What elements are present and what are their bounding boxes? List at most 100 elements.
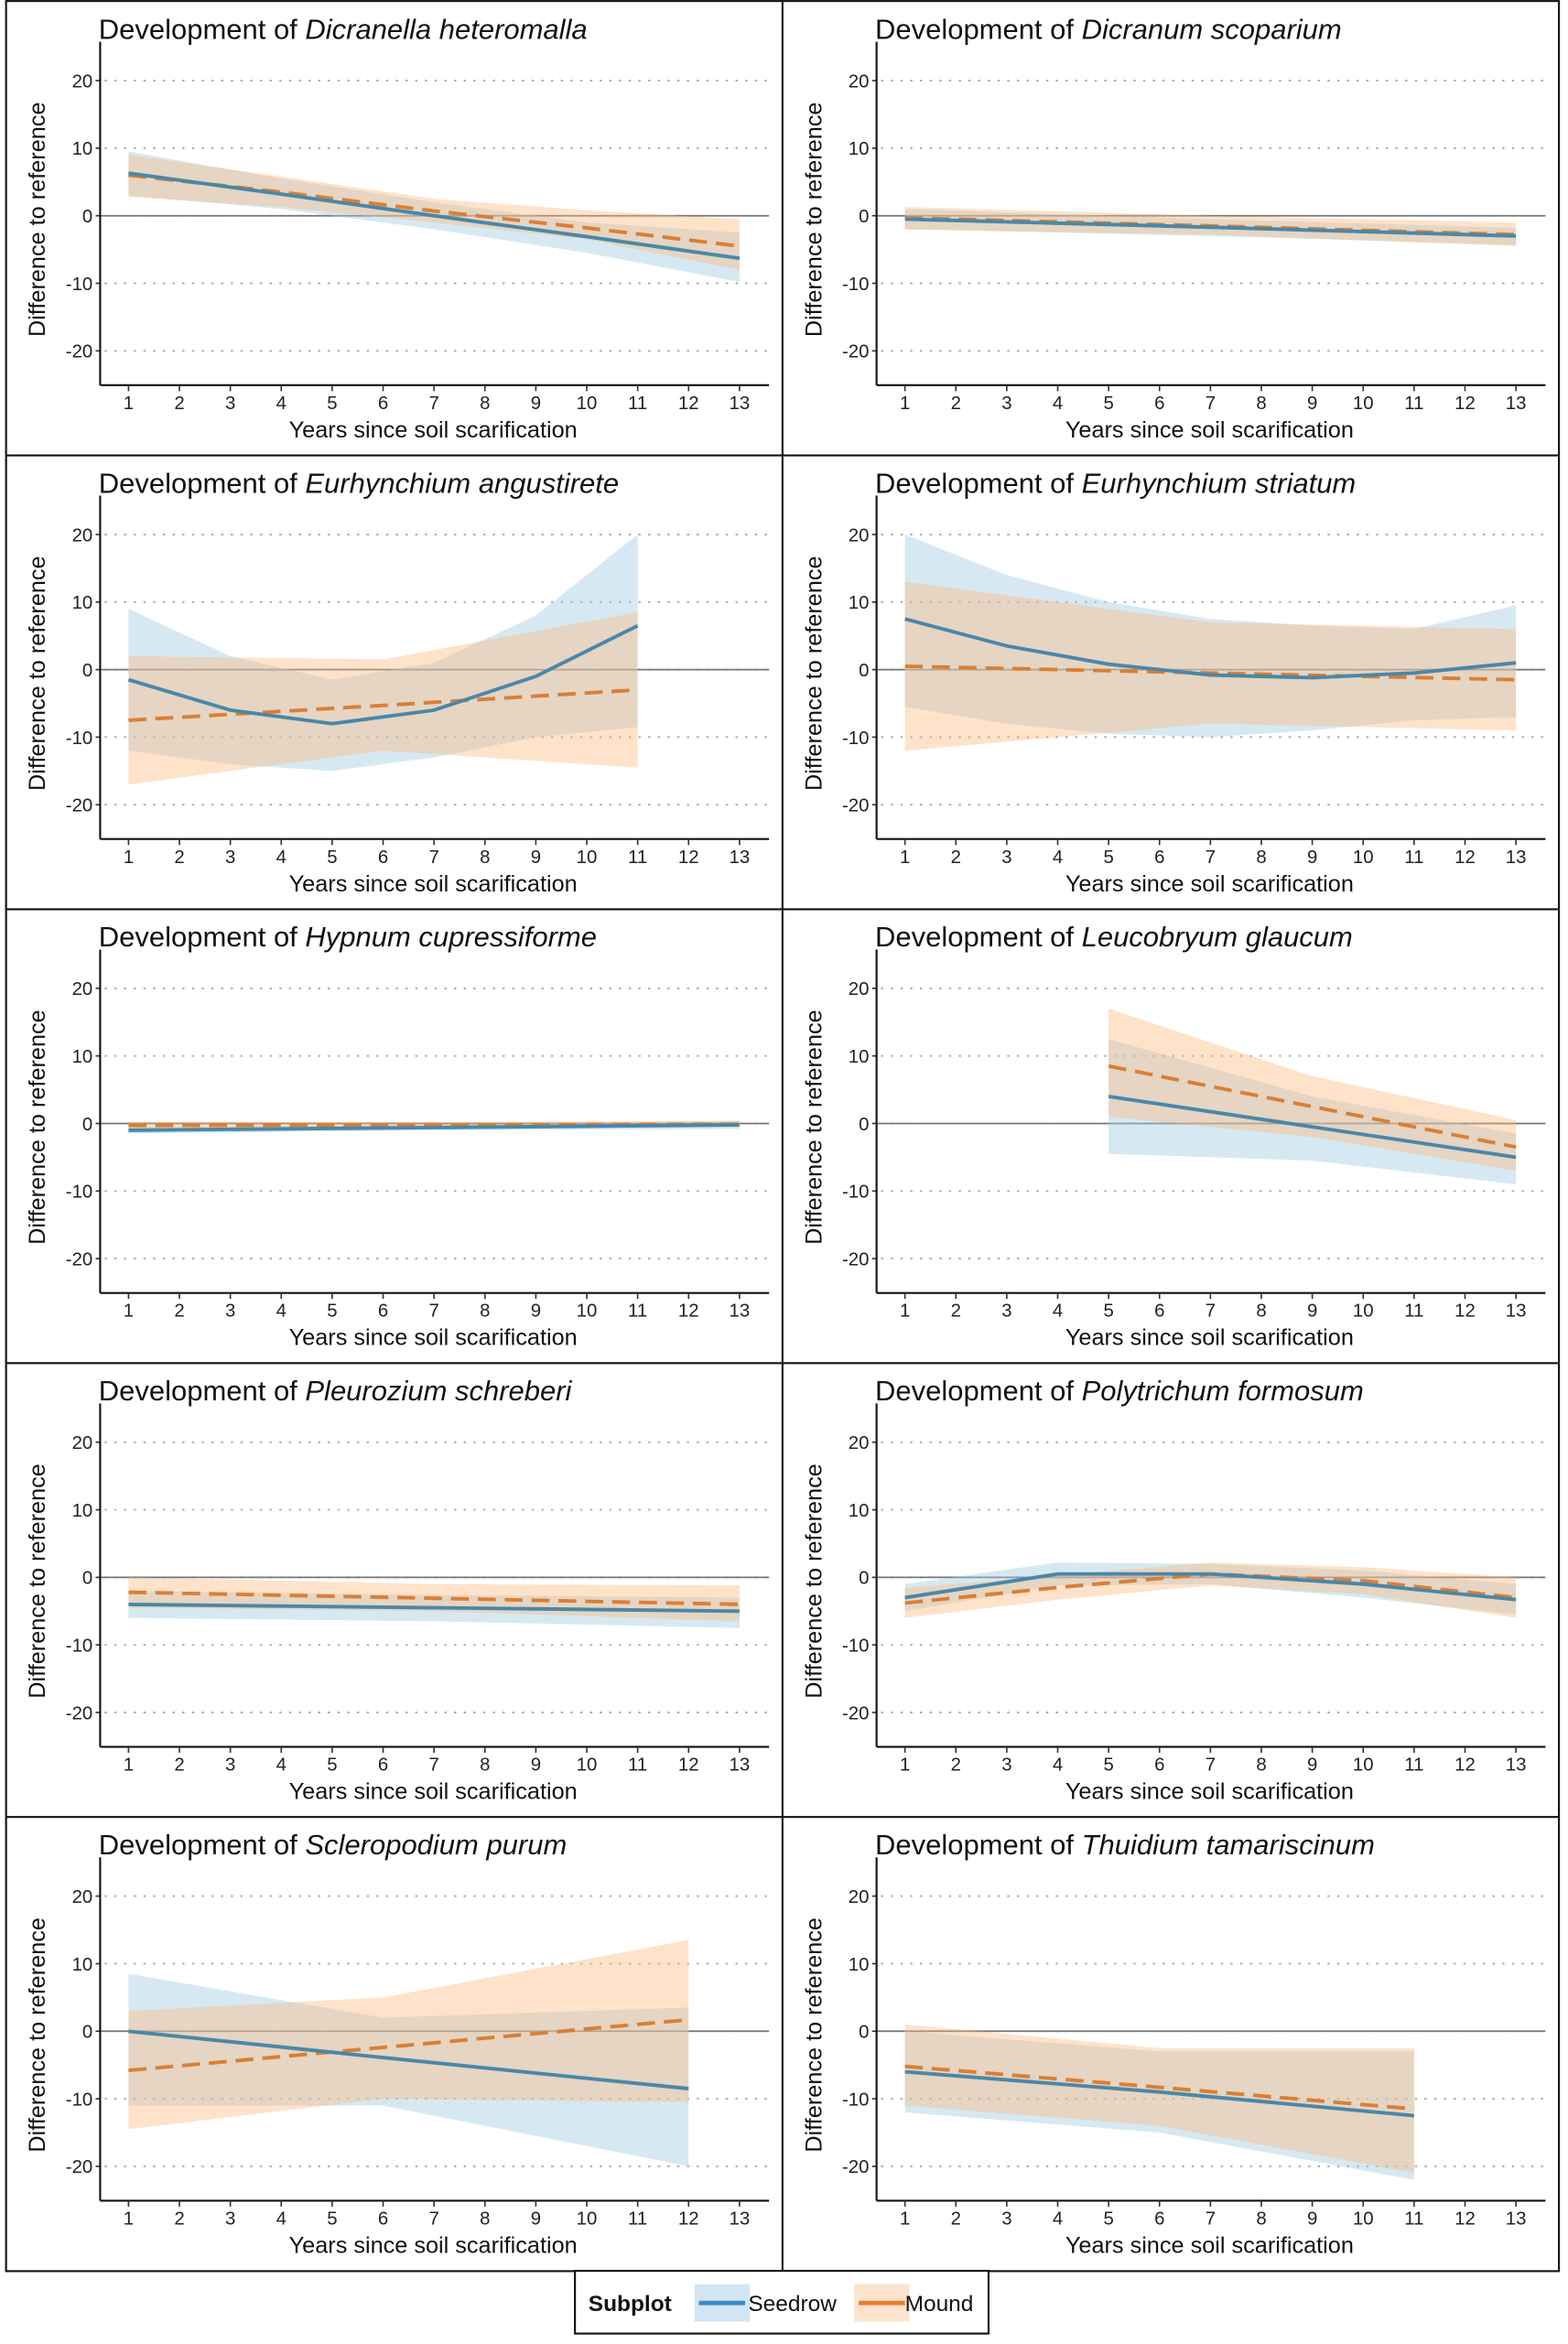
panel-hypnum-cupressiforme: Development of Hypnum cupressiforme 20 10 0… — [25, 921, 770, 1351]
x-tick-label: 6 — [1154, 1755, 1164, 1776]
x-tick-label: 3 — [225, 1302, 235, 1322]
x-tick-label: 13 — [730, 1755, 751, 1776]
y-axis-label: Difference to reference — [25, 1464, 50, 1699]
x-axis-label: Years since soil scarification — [1065, 1325, 1354, 1351]
mound-confidence-band — [904, 1562, 1517, 1618]
y-tick-label: -10 — [842, 2090, 869, 2110]
x-tick-label: 13 — [730, 394, 751, 414]
seedrow-confidence-band — [904, 534, 1517, 738]
y-tick-label: 10 — [849, 593, 870, 613]
title-species: Leucobryum glaucum — [1082, 921, 1353, 953]
x-tick-label: 1 — [124, 2209, 134, 2230]
title-prefix: Development of — [875, 13, 1082, 45]
x-tick-label: 7 — [428, 394, 438, 414]
panel-title: Development of Hypnum cupressiforme — [99, 921, 597, 953]
seedrow-line — [904, 617, 1517, 680]
x-tick-label: 5 — [1103, 394, 1113, 414]
x-tick-label: 11 — [1404, 1755, 1423, 1776]
y-tick-label: 20 — [849, 71, 870, 92]
x-tick-label: 11 — [628, 1755, 647, 1776]
x-tick-label: 7 — [1206, 394, 1216, 414]
title-species: Pleurozium schreberi — [305, 1375, 572, 1407]
x-tick-label: 12 — [1454, 2209, 1476, 2230]
x-tick-label: 6 — [378, 1755, 388, 1776]
y-tick-label: 0 — [859, 2023, 869, 2043]
y-tick-label: -10 — [66, 1183, 92, 1203]
y-tick-label: 10 — [849, 1501, 870, 1521]
x-tick-label: 8 — [1256, 1302, 1266, 1322]
title-species: Polytrichum formosum — [1082, 1375, 1364, 1407]
x-tick-label: 11 — [628, 2209, 647, 2230]
x-axis-label: Years since soil scarification — [289, 1779, 578, 1805]
x-tick-label: 10 — [1353, 1755, 1374, 1776]
panel-title: Development of Scleropodium purum — [99, 1829, 568, 1861]
x-tick-label: 12 — [1454, 1302, 1476, 1322]
x-tick-label: 7 — [1206, 2209, 1216, 2230]
panel-leucobryum-glaucum: Development of Leucobryum glaucum 20 10 0 -1… — [801, 921, 1546, 1351]
x-tick-label: 2 — [174, 1755, 184, 1776]
x-tick-label: 5 — [327, 1755, 337, 1776]
y-tick-label: 0 — [859, 1115, 869, 1135]
y-tick-label: 20 — [72, 1887, 93, 1907]
x-tick-label: 5 — [327, 394, 337, 414]
title-prefix: Development of — [99, 1829, 306, 1861]
y-tick-label: -20 — [842, 1249, 869, 1269]
x-tick-label: 13 — [1506, 848, 1527, 868]
x-tick-label: 4 — [276, 1302, 287, 1322]
legend: Subplot Seedrow Mound — [574, 2270, 990, 2335]
x-tick-label: 2 — [951, 848, 961, 868]
x-tick-label: 7 — [1206, 1302, 1216, 1322]
title-species: Dicranum scoparium — [1082, 13, 1342, 45]
x-tick-label: 11 — [628, 1302, 647, 1322]
x-tick-label: 12 — [678, 1302, 699, 1322]
mound-line — [128, 1590, 740, 1606]
x-tick-label: 2 — [174, 394, 184, 414]
x-tick-label: 12 — [1454, 1755, 1476, 1776]
x-tick-label: 6 — [1154, 394, 1164, 414]
x-tick-label: 12 — [1454, 848, 1476, 868]
x-tick-label: 6 — [378, 394, 388, 414]
x-tick-label: 10 — [1353, 2209, 1374, 2230]
y-axis-label: Difference to reference — [25, 556, 50, 791]
y-tick-label: 0 — [82, 2023, 92, 2043]
y-tick-label: -10 — [842, 1636, 869, 1657]
x-tick-label: 8 — [1256, 2209, 1266, 2230]
x-tick-label: 8 — [1256, 1755, 1266, 1776]
x-tick-label: 6 — [1154, 1302, 1164, 1322]
panel-title: Development of Thuidium tamariscinum — [875, 1829, 1375, 1861]
y-axis-label: Difference to reference — [801, 1464, 827, 1699]
x-tick-label: 5 — [327, 2209, 337, 2230]
y-tick-label: 0 — [82, 207, 92, 227]
seedrow-line — [128, 1602, 740, 1614]
y-tick-label: -20 — [842, 796, 869, 816]
x-tick-label: 6 — [378, 2209, 388, 2230]
y-tick-label: 0 — [82, 661, 92, 681]
x-tick-label: 9 — [531, 848, 541, 868]
x-tick-label: 2 — [174, 848, 184, 868]
mound-confidence-band — [904, 2024, 1414, 2174]
x-tick-label: 7 — [428, 1755, 438, 1776]
panel-title: Development of Dicranella heteromalla — [99, 13, 588, 45]
x-tick-label: 11 — [1404, 1302, 1423, 1322]
seedrow-line — [904, 2069, 1415, 2118]
x-tick-label: 3 — [1001, 1302, 1011, 1322]
y-tick-label: 20 — [72, 979, 93, 999]
title-prefix: Development of — [875, 467, 1082, 499]
x-axis-label: Years since soil scarification — [1065, 2232, 1354, 2258]
y-tick-label: 0 — [859, 1569, 869, 1589]
y-tick-label: -20 — [842, 342, 869, 362]
y-tick-label: 20 — [72, 525, 93, 545]
x-tick-label: 5 — [327, 848, 337, 868]
x-tick-label: 12 — [678, 848, 699, 868]
y-tick-label: -10 — [66, 2090, 92, 2110]
y-tick-label: 20 — [849, 525, 870, 545]
x-tick-label: 11 — [1404, 2209, 1423, 2230]
x-tick-label: 2 — [951, 2209, 961, 2230]
y-axis-label: Difference to reference — [801, 1010, 827, 1245]
y-tick-label: 10 — [849, 1955, 870, 1975]
y-axis-label: Difference to reference — [801, 1917, 827, 2153]
title-prefix: Development of — [99, 467, 306, 499]
x-tick-label: 5 — [1103, 1755, 1113, 1776]
x-tick-label: 1 — [900, 1302, 910, 1322]
x-tick-label: 1 — [900, 2209, 910, 2230]
